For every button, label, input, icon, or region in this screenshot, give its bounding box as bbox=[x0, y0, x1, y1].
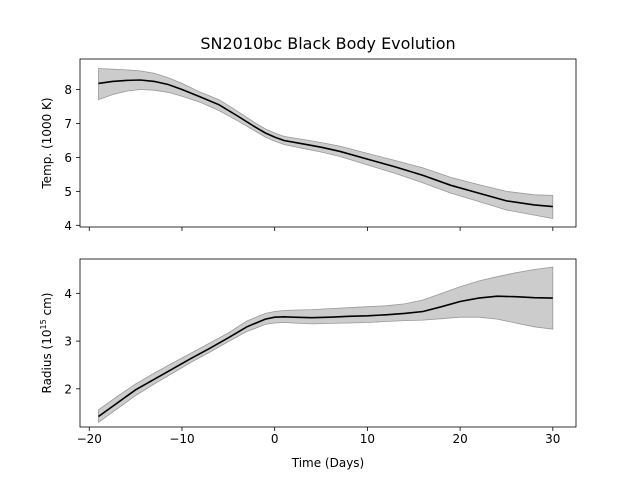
temperature-y-tick-label: 4 bbox=[64, 219, 72, 233]
radius-y-tick-label: 4 bbox=[64, 287, 72, 301]
x-axis-label: Time (Days) bbox=[291, 456, 365, 470]
radius-x-ticks: −20 −10 0 10 20 30 bbox=[77, 427, 560, 446]
radius-x-tick-label: 30 bbox=[545, 432, 560, 446]
radius-panel: −20 −10 0 10 20 30 2 3 4 Radius (1015 cm) Time … bbox=[39, 258, 577, 470]
radius-x-tick-label: 20 bbox=[452, 432, 467, 446]
radius-x-tick-label: 10 bbox=[360, 432, 375, 446]
radius-y-axis-label: Radius (1015 cm) bbox=[39, 293, 54, 394]
temperature-y-axis-label: Temp. (1000 K) bbox=[40, 97, 54, 189]
radius-curve bbox=[98, 295, 553, 418]
temperature-uncertainty-band bbox=[98, 68, 554, 219]
radius-x-tick-label: −10 bbox=[169, 432, 194, 446]
temperature-y-tick-label: 8 bbox=[64, 83, 72, 97]
temperature-y-ticks: 4 5 6 7 8 bbox=[64, 83, 80, 233]
temperature-y-tick-label: 6 bbox=[64, 151, 72, 165]
radius-x-tick-label: −20 bbox=[77, 432, 102, 446]
temperature-x-ticks bbox=[88, 227, 554, 231]
chart-title: SN2010bc Black Body Evolution bbox=[200, 34, 455, 53]
temperature-y-tick-label: 7 bbox=[64, 117, 72, 131]
temperature-y-tick-label: 5 bbox=[64, 185, 72, 199]
radius-y-tick-label: 3 bbox=[64, 335, 72, 349]
radius-uncertainty-band bbox=[98, 266, 554, 423]
radius-y-tick-label: 2 bbox=[64, 382, 72, 396]
radius-axes-frame bbox=[79, 258, 577, 428]
radius-y-ticks: 2 3 4 bbox=[64, 287, 80, 396]
temperature-axes-frame bbox=[79, 58, 577, 228]
temperature-panel: 4 5 6 7 8 Temp. (1000 K) bbox=[40, 58, 577, 233]
radius-x-tick-label: 0 bbox=[271, 432, 279, 446]
temperature-curve bbox=[98, 79, 553, 208]
